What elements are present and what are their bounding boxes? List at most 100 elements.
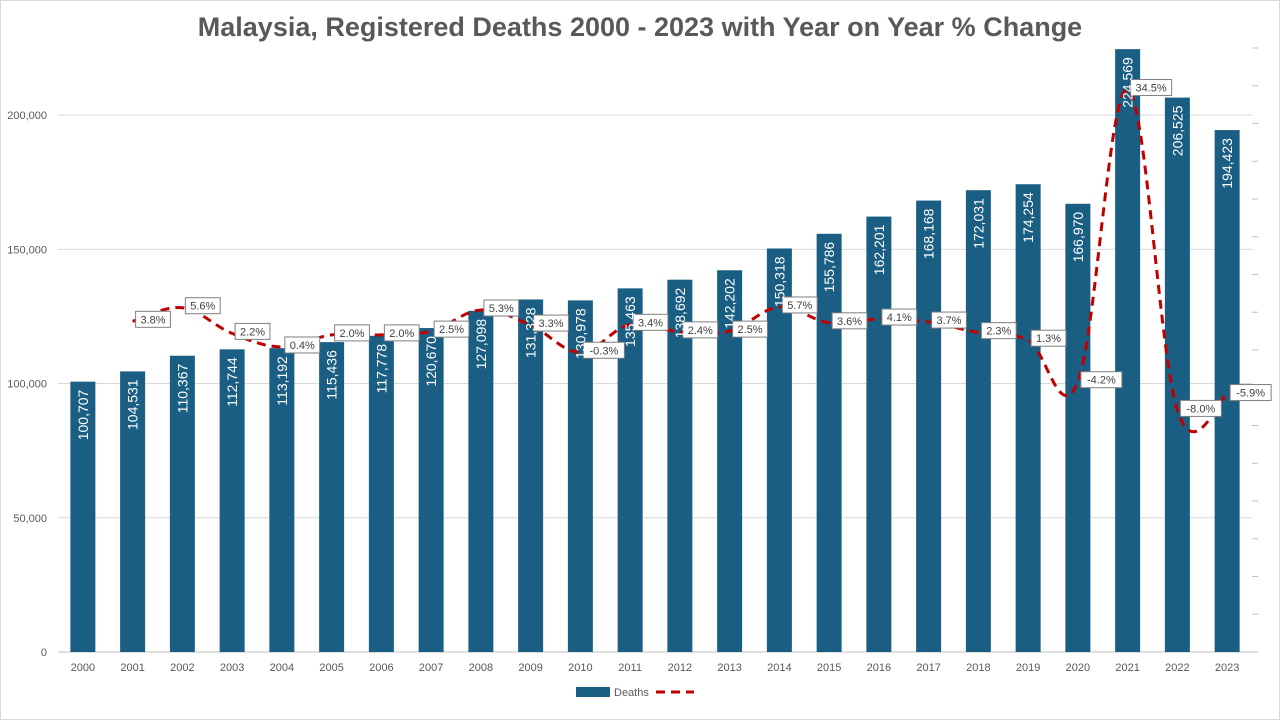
yoy-label: 2.5% — [737, 324, 762, 336]
x-tick-label: 2015 — [817, 662, 841, 674]
yoy-label-box — [234, 322, 271, 340]
x-tick-label: 2005 — [319, 662, 343, 674]
yoy-label-box — [1080, 371, 1123, 389]
x-tick-label: 2009 — [518, 662, 542, 674]
bar — [418, 328, 444, 652]
yoy-label-box — [732, 320, 768, 338]
yoy-label-box — [184, 297, 221, 315]
yoy-label-box — [433, 320, 470, 338]
yoy-label-box — [383, 324, 420, 342]
y-tick-label: 0 — [41, 647, 47, 659]
yoy-label: 5.3% — [489, 303, 514, 315]
x-tick-label: 2012 — [668, 662, 692, 674]
bar-value-label: 113,192 — [274, 356, 290, 406]
bar-labels: 100,707 104,531 110,367 112,744 113,192 115,4… — [75, 57, 1235, 440]
legend: Deaths — [576, 687, 694, 699]
yoy-label: -8.0% — [1187, 403, 1216, 415]
yoy-label-box — [931, 311, 967, 329]
x-tick-label: 2017 — [916, 662, 940, 674]
x-tick-label: 2002 — [170, 662, 194, 674]
yoy-label: 3.8% — [140, 314, 165, 326]
x-tick-label: 2000 — [71, 662, 95, 674]
x-tick-label: 2011 — [618, 662, 642, 674]
yoy-label-box — [1179, 399, 1222, 417]
bar-value-label: 166,970 — [1070, 212, 1086, 263]
bar-value-label: 174,254 — [1020, 192, 1036, 243]
yoy-label-box — [1229, 384, 1272, 402]
bar — [1115, 49, 1141, 653]
bar — [70, 381, 96, 652]
bar-value-label: 194,423 — [1219, 138, 1235, 189]
yoy-label: 4.1% — [887, 312, 912, 324]
y-axis-ticks: 0 50,000 100,000 150,000 200,000 — [7, 110, 47, 659]
legend-swatch-deaths — [576, 687, 610, 697]
bar — [518, 299, 544, 652]
bar — [916, 200, 942, 652]
bar-value-label: 104,531 — [125, 379, 141, 430]
bars — [70, 49, 1240, 653]
x-tick-label: 2019 — [1016, 662, 1040, 674]
bar — [965, 190, 991, 653]
x-tick-label: 2023 — [1215, 662, 1239, 674]
yoy-label-box — [1130, 79, 1173, 97]
x-tick-label: 2007 — [419, 662, 443, 674]
x-tick-label: 2013 — [717, 662, 741, 674]
bar-value-label: 115,436 — [324, 350, 340, 400]
x-tick-label: 2006 — [369, 662, 393, 674]
yoy-label-box — [334, 324, 370, 342]
yoy-label: -0.3% — [590, 345, 619, 357]
x-tick-label: 2020 — [1066, 662, 1090, 674]
bar — [468, 310, 494, 652]
x-tick-label: 2018 — [966, 662, 990, 674]
chart-title: Malaysia, Registered Deaths 2000 - 2023 … — [197, 12, 1083, 42]
yoy-labels: 3.8% 5.6% 2.2% 0.4% 2.0% 2.0% 2.5% 5.3% 3.3% -0.3… — [135, 79, 1272, 417]
yoy-label: 2.2% — [240, 326, 265, 338]
yoy-label-box — [632, 313, 669, 331]
bar-value-label: 120,670 — [423, 336, 439, 387]
bar — [766, 248, 792, 652]
x-tick-label: 2003 — [220, 662, 244, 674]
yoy-label: 5.7% — [787, 300, 812, 312]
bar — [368, 335, 394, 652]
yoy-label: 2.5% — [439, 324, 464, 336]
x-tick-label: 2001 — [120, 662, 144, 674]
yoy-label-box — [831, 312, 868, 330]
bar — [567, 300, 593, 652]
yoy-label: 3.3% — [538, 318, 563, 330]
secondary-y-axis-ticks — [1252, 47, 1258, 653]
yoy-label: 34.5% — [1136, 83, 1167, 95]
bar-value-label: 172,031 — [970, 198, 986, 249]
yoy-label-box — [1030, 329, 1067, 347]
x-axis-ticks: 2000 2001 2002 2003 2004 2005 2006 2007 2008 2009… — [71, 662, 1240, 674]
yoy-label-box — [781, 296, 818, 314]
y-tick-label: 150,000 — [7, 244, 47, 256]
x-tick-label: 2014 — [767, 662, 791, 674]
legend-label-deaths: Deaths — [614, 687, 649, 699]
bar-value-label: 127,098 — [473, 319, 489, 370]
bar-value-label: 131,328 — [523, 307, 539, 358]
x-tick-label: 2022 — [1165, 662, 1189, 674]
yoy-label: 3.7% — [936, 315, 961, 327]
bar-value-label: 100,707 — [75, 389, 91, 440]
bar-value-label: 130,978 — [572, 308, 588, 359]
yoy-label: 2.4% — [688, 325, 713, 337]
bar-value-label: 142,202 — [722, 278, 738, 329]
yoy-label: 2.3% — [986, 326, 1011, 338]
bar-value-label: 150,318 — [771, 256, 787, 307]
x-tick-label: 2010 — [568, 662, 592, 674]
yoy-label: 1.3% — [1036, 333, 1061, 345]
yoy-label: 5.6% — [190, 301, 215, 313]
yoy-label: 2.0% — [389, 328, 414, 340]
bar — [120, 371, 146, 652]
bar — [219, 349, 245, 652]
yoy-label: 2.0% — [339, 328, 364, 340]
bar-value-label: 135,463 — [622, 296, 638, 347]
yoy-label-box — [483, 299, 520, 317]
bar — [269, 348, 295, 652]
x-tick-label: 2021 — [1115, 662, 1139, 674]
x-tick-label: 2008 — [469, 662, 493, 674]
yoy-label: 0.4% — [290, 340, 315, 352]
y-tick-label: 50,000 — [13, 513, 47, 525]
bar-value-label: 110,367 — [174, 364, 190, 414]
